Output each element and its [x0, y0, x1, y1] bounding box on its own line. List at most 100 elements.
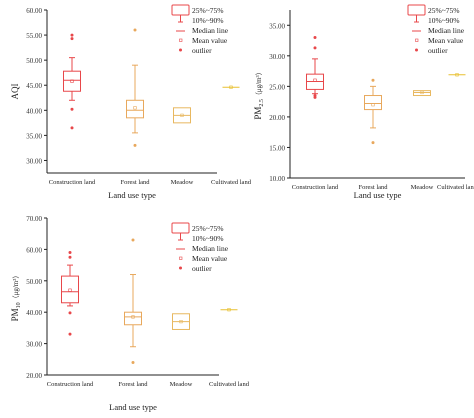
box-construction [306, 35, 324, 99]
outlier-point [68, 311, 72, 315]
box-iqr [126, 99, 144, 119]
mean-marker [455, 73, 459, 77]
box-cultivated [220, 308, 238, 312]
y-tick-label: 60.00 [26, 7, 42, 15]
x-tick-label: Forest land [358, 184, 388, 191]
box-iqr [61, 275, 79, 304]
legend-label: 10%~90% [192, 16, 224, 25]
mean-marker [371, 103, 375, 107]
mean-marker [133, 106, 137, 110]
x-tick-label: Meadow [411, 184, 434, 191]
box-cultivated [448, 73, 466, 77]
y-tick-label: 30.00 [26, 157, 42, 165]
x-tick-label: Meadow [171, 179, 194, 186]
mean-marker [70, 79, 74, 83]
x-axis-label: Land use type [109, 402, 157, 412]
y-tick-label: 10.00 [269, 175, 285, 183]
legend-label: Mean value [192, 36, 228, 45]
y-tick-label: 50.00 [26, 57, 42, 65]
x-tick-label: Cultivated land [437, 184, 474, 191]
legend-label: 25%~75% [192, 224, 224, 233]
legend-swatch-box [171, 4, 190, 16]
box-meadow [172, 313, 190, 330]
legend-label: 25%~75% [428, 6, 460, 15]
box-iqr [63, 70, 81, 92]
legend-label: Mean value [192, 254, 228, 263]
box-iqr [124, 311, 142, 326]
legend-swatch-box [171, 222, 190, 234]
y-axis-label: AQI [10, 84, 20, 100]
outlier-point [313, 95, 317, 99]
outlier-point [313, 46, 317, 50]
outlier-point [68, 332, 72, 336]
x-tick-label: Construction land [47, 381, 94, 388]
legend-label: Mean value [428, 36, 464, 45]
outlier-point [68, 251, 72, 255]
outlier-point [68, 255, 72, 259]
legend-label: outlier [428, 46, 448, 55]
mean-marker [313, 78, 317, 82]
legend-label: 10%~90% [192, 234, 224, 243]
x-tick-label: Construction land [292, 184, 339, 191]
y-tick-label: 45.00 [26, 82, 42, 90]
y-axis-label: PM2.5（μg/m³） [253, 68, 265, 119]
outlier-point [371, 141, 375, 145]
x-tick-label: Construction land [49, 179, 96, 186]
y-tick-label: 30.00 [269, 53, 285, 61]
y-tick-label: 20.00 [26, 372, 42, 380]
y-tick-label: 15.00 [269, 144, 285, 152]
x-tick-label: Meadow [170, 381, 193, 388]
outlier-point [371, 78, 375, 82]
y-tick-label: 60.00 [26, 246, 42, 254]
box-meadow [173, 107, 191, 124]
legend-swatch-mean [415, 38, 419, 42]
chart-panel-1: 30.00 35.00 40.00 45.00 50.00 55.00 60.00 AQI Co… [10, 4, 252, 200]
legend-label: Median line [428, 26, 465, 35]
legend-label: 25%~75% [192, 6, 224, 15]
outlier-point [313, 35, 317, 39]
box-meadow [413, 90, 431, 97]
legend-swatch-outlier [415, 48, 418, 52]
box-cultivated [222, 85, 240, 89]
y-tick-label: 70.00 [26, 215, 42, 223]
legend-label: outlier [192, 46, 212, 55]
y-axis-label: PM10（μg/m³） [10, 272, 22, 322]
mean-marker [131, 315, 135, 319]
chart-panel-2: 10.00 15.00 20.00 25.00 30.00 35.00 PM2.5（μg/m… [253, 4, 474, 200]
y-tick-label: 35.00 [26, 132, 42, 140]
box-construction [63, 33, 81, 130]
outlier-point [133, 143, 137, 147]
outlier-point [70, 33, 74, 37]
box-construction [61, 251, 79, 336]
x-axis-label: Land use type [108, 190, 156, 200]
mean-marker [229, 85, 233, 89]
x-axis-label: Land use type [354, 190, 402, 200]
box-iqr [364, 95, 382, 111]
legend-label: Median line [192, 26, 229, 35]
mean-marker [179, 320, 183, 324]
y-tick-label: 25.00 [269, 83, 285, 91]
chart-panel-3: 20.00 30.00 40.00 50.00 60.00 70.00 PM10（μg/m³… [10, 215, 250, 412]
legend-label: 10%~90% [428, 16, 460, 25]
legend-swatch-box [407, 4, 426, 16]
box-forest [124, 238, 142, 364]
y-tick-label: 50.00 [26, 278, 42, 286]
box-forest [126, 28, 144, 147]
mean-marker [420, 90, 424, 95]
y-tick-label: 40.00 [26, 107, 42, 115]
mean-marker [68, 288, 72, 292]
legend-swatch-outlier [179, 48, 182, 52]
legend-label: outlier [192, 264, 212, 273]
legend-swatch-mean [179, 256, 183, 260]
mean-marker [227, 308, 231, 312]
legend-swatch-outlier [179, 266, 182, 270]
legend-label: Median line [192, 244, 229, 253]
mean-marker [180, 113, 184, 117]
outlier-point [70, 126, 74, 130]
box-forest [364, 78, 382, 145]
y-tick-label: 55.00 [26, 32, 42, 40]
